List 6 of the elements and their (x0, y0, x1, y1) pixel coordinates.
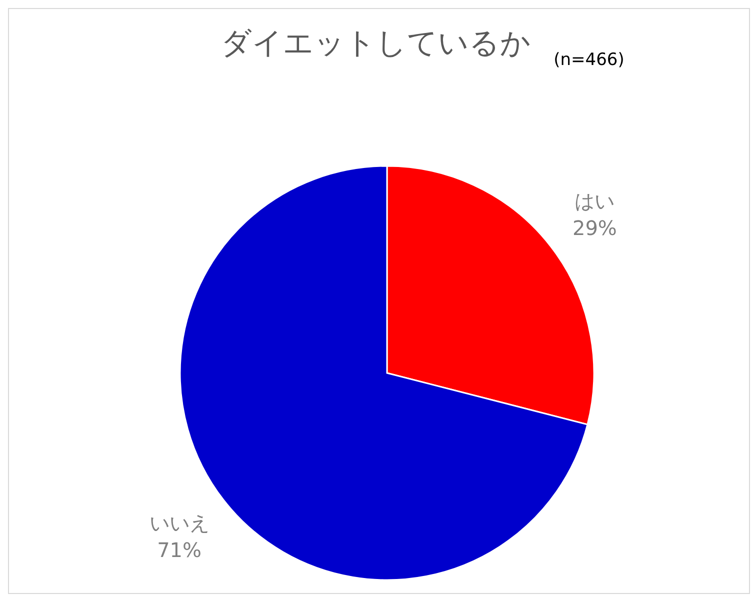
slice-label: はい (574, 188, 615, 213)
chart-subtitle: (n=466) (554, 50, 624, 70)
chart-title: ダイエットしているか (221, 26, 531, 61)
slice-label: いいえ (149, 511, 210, 536)
data-label: 29% (572, 216, 617, 240)
data-label: 71% (157, 538, 202, 562)
